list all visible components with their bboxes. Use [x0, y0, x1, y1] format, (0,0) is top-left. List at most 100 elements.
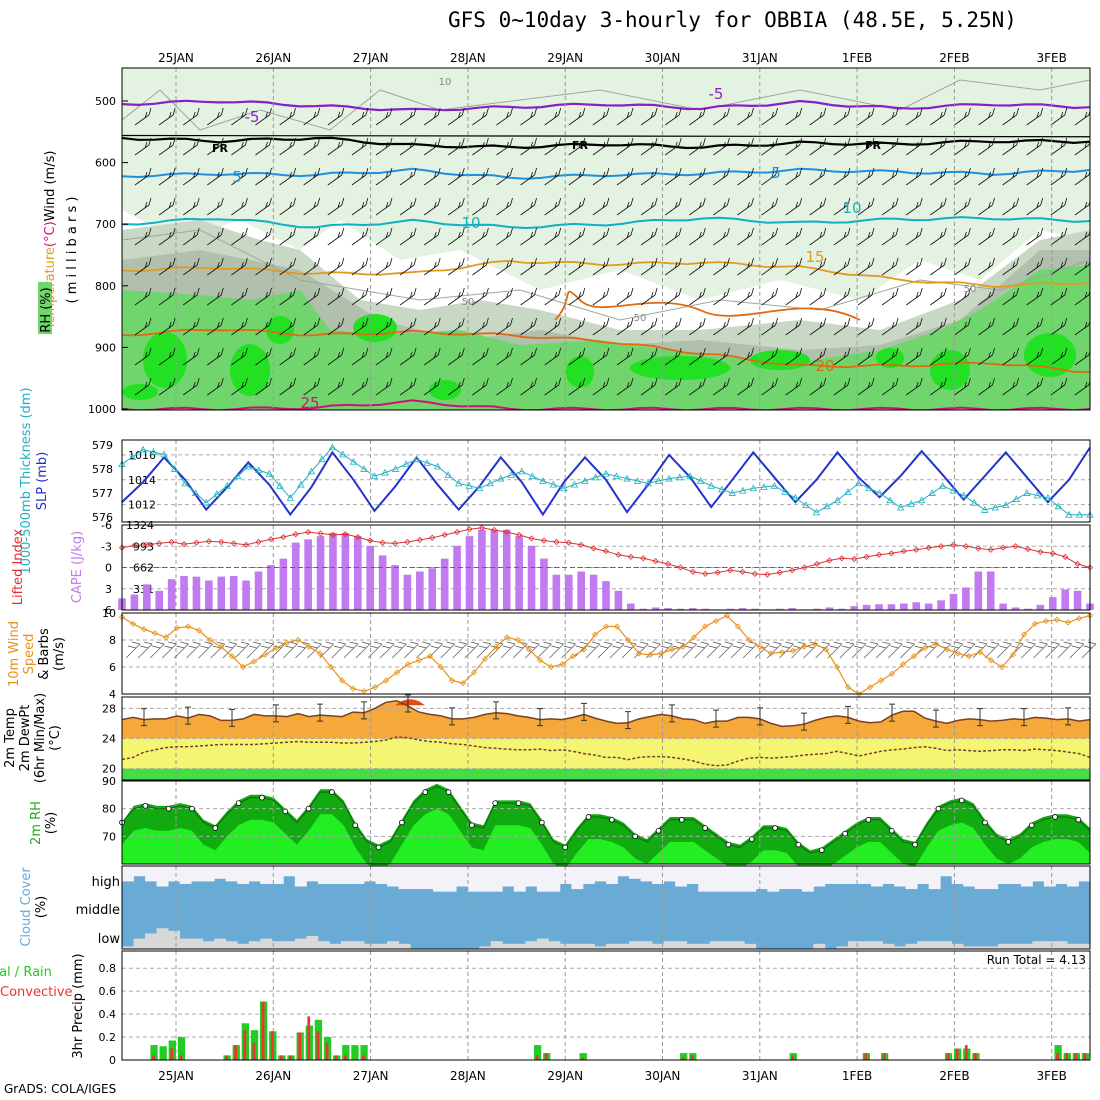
thickness-point — [791, 494, 800, 501]
cape-bar — [180, 575, 188, 610]
precip-total-bar — [150, 1045, 158, 1060]
cloud-high-gap — [905, 866, 918, 890]
cape-bar — [1073, 590, 1082, 610]
wind-barb — [351, 317, 369, 336]
lifted-point — [280, 533, 287, 541]
wind-barb — [375, 317, 393, 336]
wind-speed-point — [184, 623, 192, 630]
rh-point — [515, 800, 522, 806]
wind-speed-point — [778, 649, 786, 656]
cloud-low-fill — [168, 930, 181, 949]
cloud-high-gap — [490, 866, 503, 892]
wind-barb — [640, 377, 658, 396]
wind-barb — [134, 107, 152, 126]
wind-speed-point — [536, 657, 544, 664]
rh-point — [329, 789, 335, 795]
cloud-low-fill — [133, 938, 146, 949]
cloud-low-fill — [617, 943, 630, 949]
wind-speed-point — [250, 658, 258, 665]
rh-point — [212, 825, 219, 831]
lifted-point — [925, 544, 932, 551]
wind-speed-point — [1086, 612, 1094, 619]
precip-conv-bar — [882, 1053, 886, 1060]
wind-barb — [761, 107, 778, 126]
wind-barb — [496, 167, 513, 186]
cloud-low-fill — [294, 938, 307, 949]
temp-minmax-bar — [1021, 708, 1027, 727]
cape-bar — [627, 603, 635, 610]
cloud-high-gap — [1020, 866, 1033, 887]
precip-total-bar — [680, 1053, 688, 1060]
temp-minmax-bar — [273, 704, 279, 723]
wind-barb — [881, 197, 899, 216]
wind-barb — [592, 317, 610, 336]
thickness-point — [770, 481, 779, 489]
rh-high-cell — [429, 380, 461, 400]
wind-barb — [930, 347, 947, 366]
wind-speed-point — [745, 636, 753, 644]
cloud-high-gap — [594, 866, 607, 882]
surface-wind-barb — [149, 641, 165, 659]
surface-wind-barb — [900, 641, 915, 659]
cloud-low-fill — [571, 943, 584, 949]
wind-barb — [737, 317, 754, 336]
lifted-tick-label: -6 — [101, 519, 112, 532]
wind-speed-point — [646, 651, 654, 658]
cloud-low-fill — [686, 943, 699, 949]
rh-point — [445, 789, 452, 795]
wind-barb — [905, 287, 923, 306]
surface-wind-barb — [1021, 641, 1036, 659]
thickness-point — [991, 503, 999, 511]
wind-barb — [255, 107, 272, 126]
cape-bar — [143, 584, 151, 610]
cloud-high-gap — [168, 866, 181, 882]
cloud-level-label: middle — [76, 903, 120, 918]
surface-wind-barb — [416, 641, 431, 659]
wind-barb — [568, 197, 586, 216]
cloud-high-gap — [986, 866, 999, 890]
thickness-point — [570, 480, 579, 488]
wind-speed-point — [657, 650, 665, 657]
bottom-date-label: 1FEB — [842, 1069, 872, 1083]
top-date-label: 2FEB — [939, 51, 969, 65]
lifted-point — [367, 537, 374, 544]
surface-wind-barb — [863, 641, 879, 659]
rh-point — [982, 819, 988, 826]
wind-barb — [327, 167, 345, 186]
bottom-date-label: 27JAN — [353, 1069, 389, 1083]
cape-bar — [527, 545, 536, 610]
wind-barb — [544, 227, 562, 246]
lifted-point — [305, 529, 312, 536]
wind-barb — [689, 287, 706, 306]
cloud-high-gap — [652, 866, 665, 884]
wind-barb — [448, 197, 465, 216]
wind-speed-point — [943, 646, 951, 653]
wind-barb — [737, 227, 754, 246]
wind-barb — [1050, 167, 1068, 186]
wind-speed-point — [371, 684, 379, 691]
temp-ylabel-line: (6hr Min/Max) — [33, 693, 48, 783]
wind-barb — [279, 107, 296, 126]
wind-barb — [448, 377, 465, 396]
wind-tick-label: 10 — [102, 607, 116, 620]
wind-barb — [809, 257, 827, 276]
wind-barb — [448, 257, 465, 276]
cape-bar — [229, 575, 238, 610]
temp-ylabel: 2m Temp 2m DewPt (6hr Min/Max) (°C) — [3, 693, 63, 783]
wind-barb — [592, 257, 610, 276]
cloud-high-gap — [479, 866, 492, 892]
cloud-high-gap — [352, 866, 365, 884]
wind-barb — [713, 257, 730, 276]
wind-ylabel-line: & Barbs — [37, 628, 52, 680]
wind-barb — [568, 317, 586, 336]
cloud-low-fill — [179, 938, 192, 949]
cape-bar — [167, 579, 176, 610]
rh-high-cell — [930, 350, 970, 390]
wind-speed-line — [121, 614, 1091, 695]
cape-bar — [900, 603, 908, 610]
cloud-low-fill — [536, 938, 549, 949]
thickness-point — [1023, 489, 1031, 496]
rh-point — [142, 803, 149, 809]
wind-barb — [1050, 227, 1068, 246]
wind-barb — [592, 137, 610, 156]
